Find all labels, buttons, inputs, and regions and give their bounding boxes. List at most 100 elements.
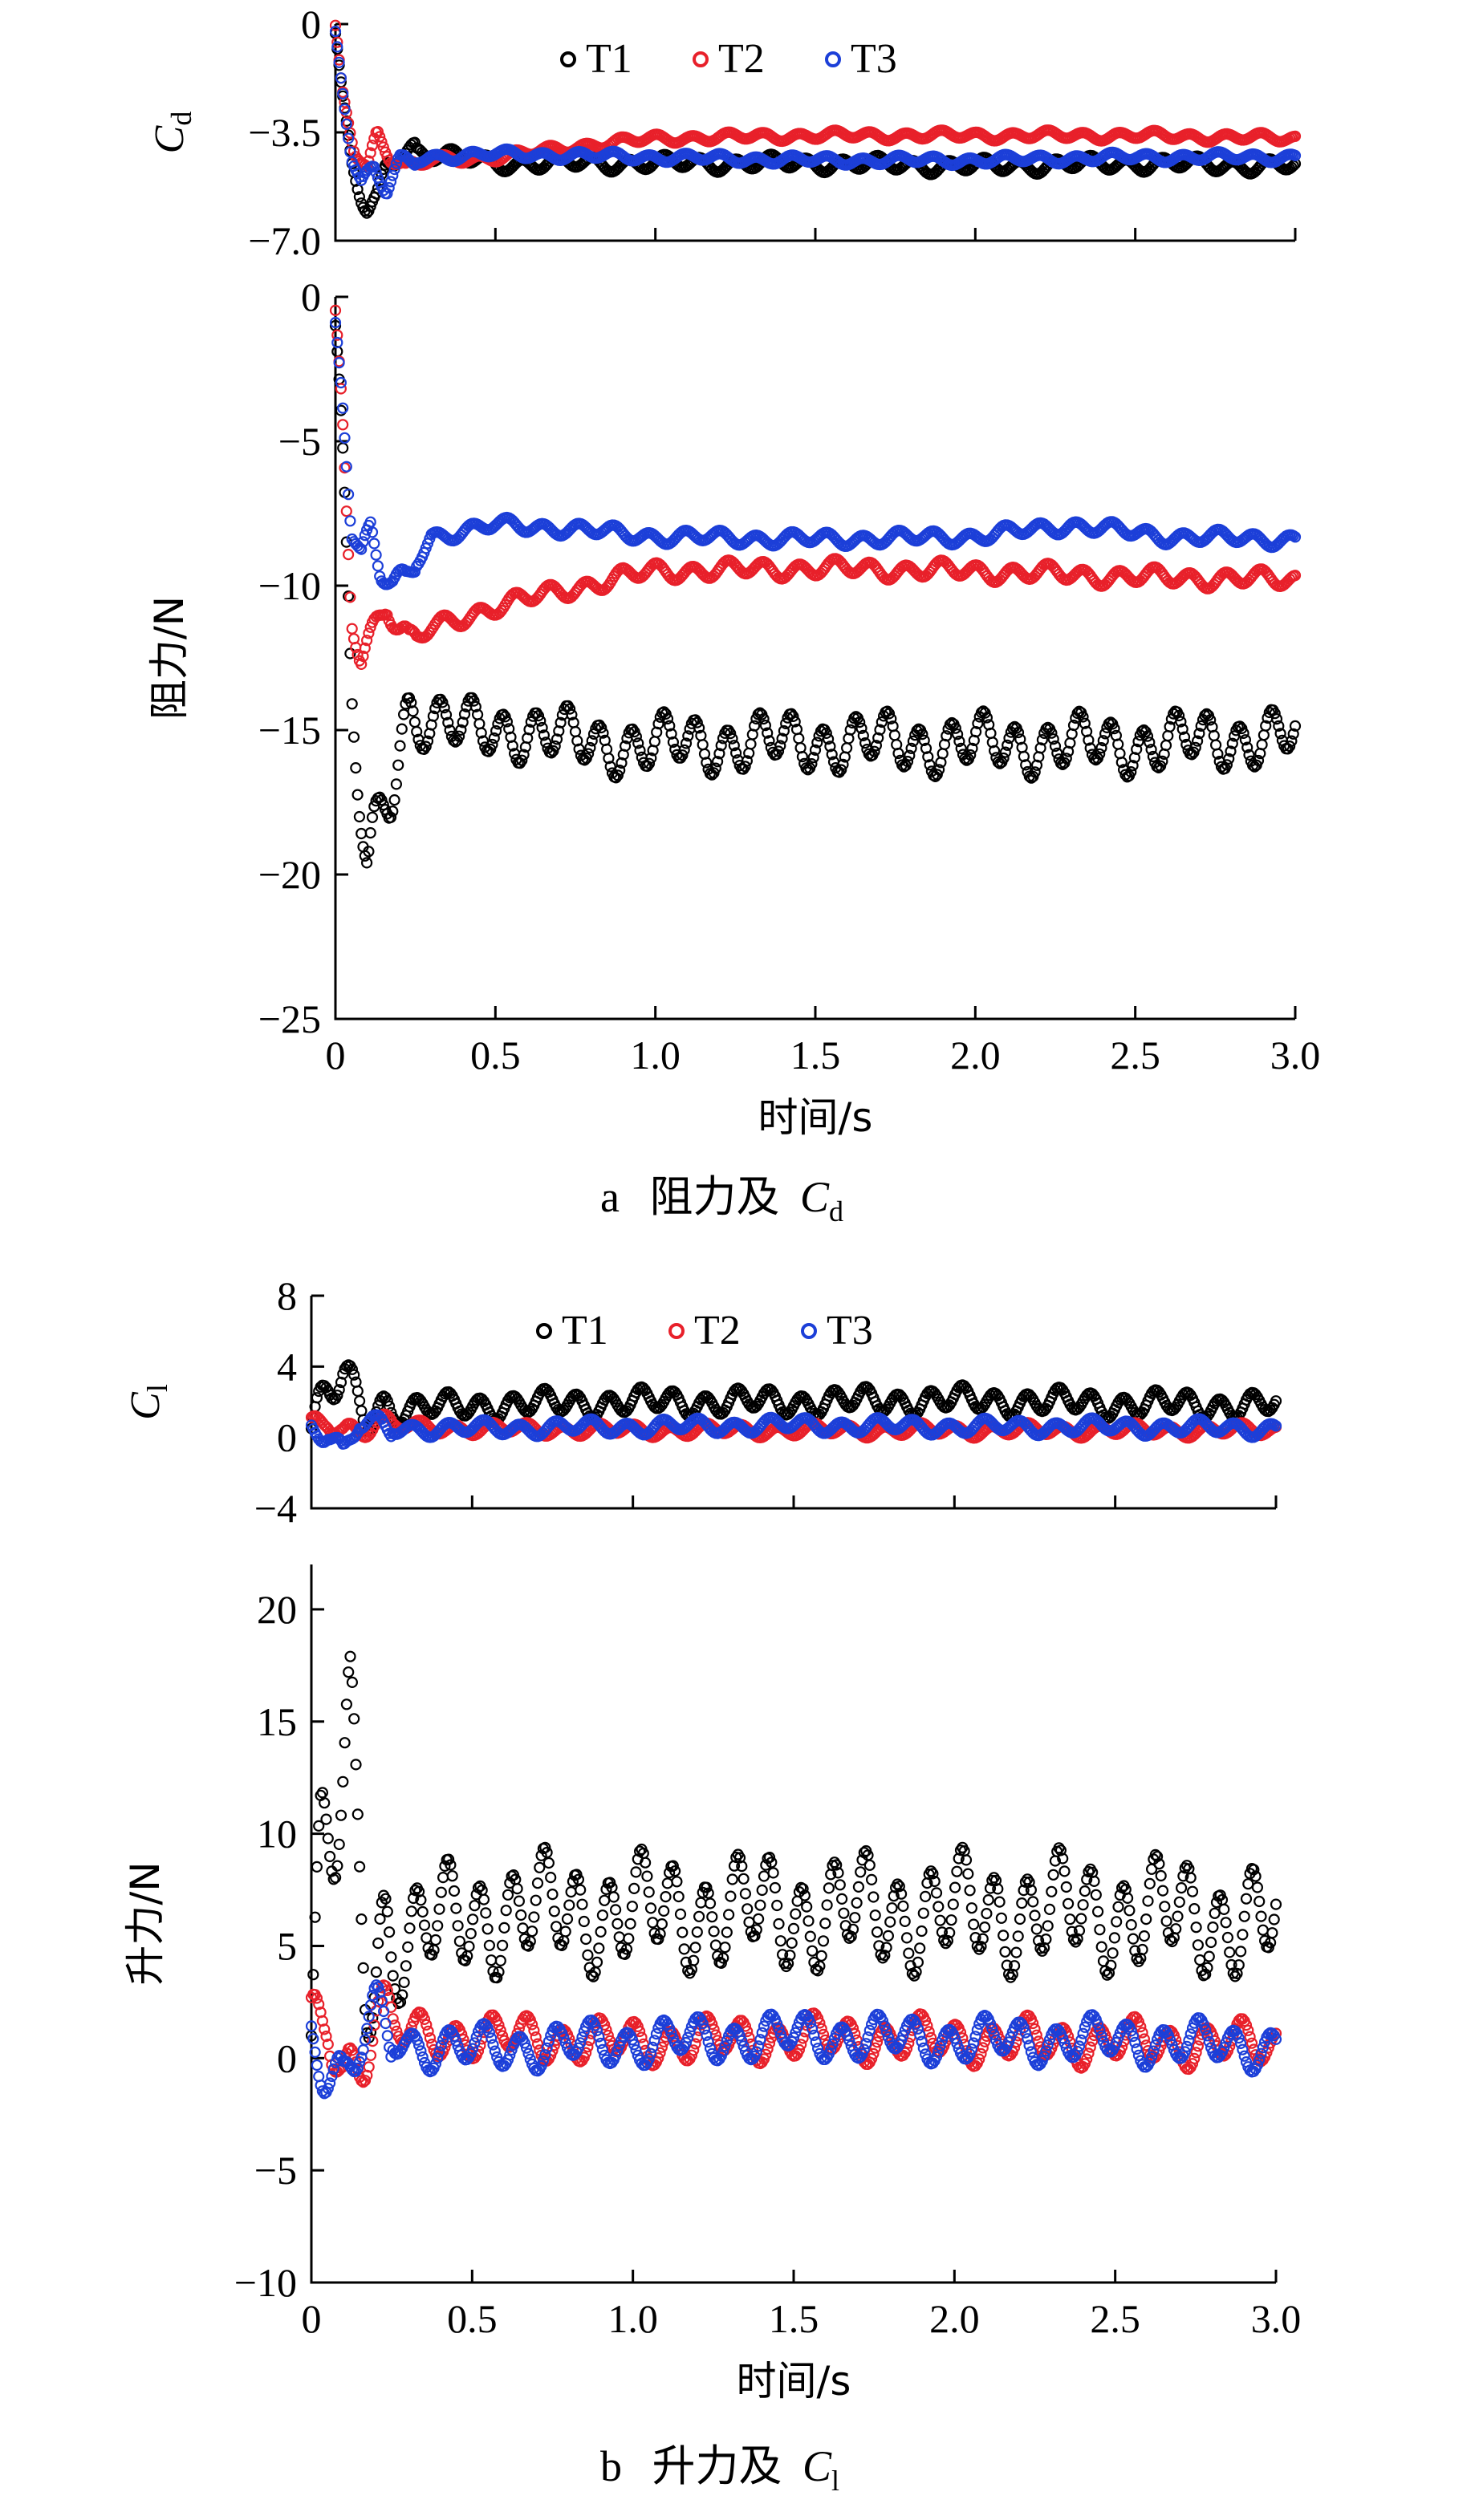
cl-ytick-label: 0	[277, 1415, 297, 1460]
cd-point-T3	[343, 132, 355, 144]
lift-point-T1	[545, 1872, 557, 1884]
drag-point-T1	[824, 741, 836, 753]
lift-point-T1	[477, 1893, 490, 1905]
drag-point-T1	[726, 732, 738, 745]
cl-point-T1	[541, 1384, 553, 1396]
lift-point-T1	[502, 1889, 514, 1901]
drag-plot: 0−5−10−15−20−250 0.5 1.0 1.5 2.0 2.5 3.0时间/s阻力…	[146, 274, 1320, 1141]
lift-point-T1	[452, 1920, 464, 1932]
drag-point-T1	[469, 700, 481, 713]
drag-point-T1	[725, 727, 737, 740]
cd-point-T3	[329, 25, 342, 38]
drag-point-T1	[820, 727, 832, 740]
drag-point-T1	[776, 732, 788, 745]
lift-point-T1	[453, 1935, 466, 1947]
lift-point-T1	[591, 1956, 603, 1968]
lift-point-T1	[498, 1921, 510, 1934]
cd-point-T1	[1286, 161, 1298, 173]
drag-point-T1	[1241, 741, 1253, 753]
drag-point-T1	[1201, 708, 1213, 720]
drag-point-T1	[667, 736, 680, 749]
drag-point-T1	[1270, 712, 1283, 725]
drag-point-T1	[1060, 753, 1072, 765]
drag-point-T1	[457, 716, 469, 728]
drag-point-T1	[584, 741, 596, 754]
drag-point-T1	[571, 735, 583, 747]
lift-point-T1	[546, 1889, 559, 1901]
lift-ytick-label: 5	[277, 1923, 297, 1968]
drag-point-T1	[1258, 729, 1270, 741]
drag-point-T1	[953, 735, 965, 748]
drag-point-T1	[421, 735, 434, 747]
drag-point-T1	[1256, 738, 1268, 751]
drag-point-T1	[518, 749, 530, 761]
drag-point-T1	[998, 752, 1010, 765]
drag-ylabel: 阻力/N	[146, 596, 193, 720]
drag-point-T1	[1289, 720, 1302, 732]
lift-point-T1	[404, 1922, 416, 1934]
drag-point-T1	[350, 761, 362, 774]
lift-point-T1	[613, 1931, 625, 1943]
drag-point-T1	[1014, 733, 1026, 745]
drag-point-T1	[347, 731, 360, 743]
lift-point-T1	[561, 1913, 574, 1925]
drag-point-T1	[1132, 736, 1144, 748]
drag-point-T1	[901, 755, 914, 768]
drag-point-T1	[455, 724, 467, 736]
drag-point-T1	[682, 730, 694, 742]
drag-point-T1	[758, 712, 770, 725]
cd-point-T2	[377, 141, 389, 153]
drag-point-T1	[981, 712, 993, 724]
lift-point-T1	[463, 1941, 475, 1953]
lift-point-T1	[316, 1787, 328, 1799]
drag-point-T1	[999, 746, 1012, 758]
drag-point-T2	[335, 383, 347, 395]
drag-point-T1	[745, 738, 757, 750]
drag-point-T1	[809, 744, 822, 757]
drag-point-T1	[715, 740, 727, 752]
drag-point-T1	[1176, 723, 1188, 735]
drag-point-T1	[951, 728, 964, 741]
lift-point-T1	[337, 1775, 349, 1788]
drag-ytick-label: −25	[258, 996, 321, 1041]
lift-point-T1	[346, 1676, 358, 1688]
drag-point-T1	[1047, 733, 1059, 745]
cl-ytick-label: 4	[277, 1344, 297, 1389]
drag-point-T1	[1286, 735, 1298, 747]
drag-point-T2	[356, 658, 368, 671]
lift-point-T1	[534, 1861, 546, 1873]
drag-point-T1	[652, 717, 664, 730]
lift-point-T1	[421, 1932, 433, 1944]
drag-point-T3	[337, 402, 349, 414]
drag-point-T1	[1287, 728, 1299, 740]
cl-series-T1	[305, 1359, 1282, 1437]
drag-point-T1	[678, 744, 690, 756]
lift-ylabel: 升力/N	[122, 1861, 169, 1985]
cl-legend-item-T2: T2	[668, 1308, 741, 1353]
drag-point-T1	[643, 757, 656, 769]
drag-xtick-label: 0	[326, 1033, 346, 1077]
drag-point-T1	[840, 742, 853, 754]
drag-point-T3	[344, 515, 356, 527]
lift-ytick-label: −5	[254, 2148, 297, 2193]
cd-series-T2	[329, 19, 1302, 172]
lift-point-T1	[340, 1698, 352, 1710]
cl-point-T1	[356, 1405, 368, 1417]
lift-point-T1	[343, 1666, 355, 1678]
drag-xtick-label: 3.0	[1270, 1033, 1321, 1077]
drag-point-T1	[532, 709, 545, 722]
cl-ytick-label: −4	[254, 1486, 297, 1531]
cl-point-T1	[346, 1363, 358, 1375]
drag-point-T1	[440, 708, 453, 721]
drag-point-T1	[392, 759, 404, 771]
drag-point-T1	[1099, 728, 1111, 740]
drag-ytick-label: −10	[258, 563, 321, 608]
drag-point-T2	[381, 609, 393, 621]
drag-point-T1	[1034, 742, 1046, 754]
cd-point-T3	[388, 163, 400, 176]
lift-point-T1	[354, 1861, 366, 1873]
cd-point-T3	[381, 188, 393, 200]
lift-point-T1	[307, 1969, 319, 1981]
lift-xtick-label: 3.0	[1251, 2296, 1302, 2341]
